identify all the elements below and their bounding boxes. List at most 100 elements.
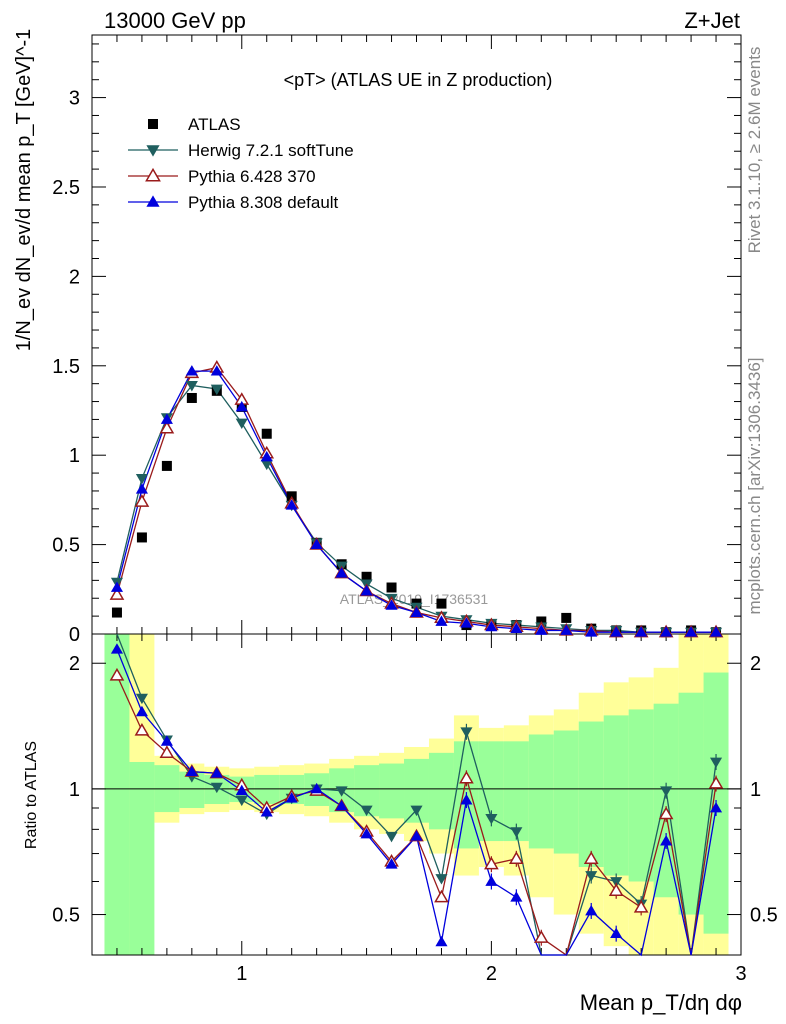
ratio-point [583,851,599,864]
x-tick-label: 1 [236,963,247,985]
data-point [535,624,548,635]
ratio-point [485,875,498,886]
y-tick-label: 1.5 [52,356,80,378]
ratio-point [709,757,723,769]
ratio-point [660,786,673,797]
ratio-point [658,806,674,820]
band-green [428,752,454,830]
legend-label: Herwig 7.2.1 softTune [188,141,354,160]
data-point [361,571,372,582]
data-point [685,626,698,637]
band-green [254,774,280,805]
ratio-point [235,784,248,796]
y-tick-label: 3 [69,88,80,110]
ratio-point [135,693,148,705]
data-point [210,384,223,396]
data-point [360,585,373,596]
ratio-point [285,792,298,803]
data-point [210,365,223,376]
ratio-uncertainty-bands [104,634,729,955]
x-tick-label: 3 [735,963,746,985]
band-green [628,709,654,882]
data-point [436,598,447,609]
ratio-point [310,782,323,794]
data-point [185,365,198,376]
ratio-point [435,935,448,947]
ratio-point [385,831,398,843]
band-green [603,715,629,876]
data-point [386,582,397,593]
data-point [310,538,323,549]
data-point [561,612,572,623]
ylabel-ratio: Ratio to ATLAS [23,741,40,849]
data-point [235,418,248,430]
ratio-point [435,874,448,885]
ratio-point [459,770,474,784]
ratio-point [508,851,524,864]
ratio-panel-axes: 1 2 3 0.5 0.5 1 1 2 2 [52,633,778,985]
ratio-point [135,705,148,717]
data-point [660,626,673,637]
data-point [585,626,598,637]
y-tick-label: 2.5 [52,177,80,199]
ratio-point [660,834,673,846]
data-point [610,626,623,637]
ratio-point [533,930,549,943]
data-point [260,450,273,462]
data-point [136,532,147,543]
ratio-point [709,801,723,813]
y-tick-label: 0.5 [52,535,80,557]
band-green [553,730,579,854]
band-green [379,763,405,819]
ratio-y-tick-label-right: 1 [750,779,761,801]
data-point [385,599,398,610]
main-panel-series [109,360,724,639]
ratio-panel-series [109,633,724,957]
xlabel: Mean p_T/dη dφ [580,990,742,1015]
data-point [186,392,197,403]
data-point [109,587,125,600]
ratio-point [510,827,523,838]
ratio-y-tick-label: 0.5 [52,905,80,927]
legend-marker [146,145,160,157]
data-point [161,460,172,471]
ratio-point [610,927,623,939]
ratio-point [210,767,223,778]
ratio-point [585,904,598,916]
x-tick-label: 2 [486,963,497,985]
ratio-y-tick-label-right: 0.5 [750,905,778,927]
data-point [159,420,175,434]
data-point [260,459,273,471]
ratio-point [434,889,449,903]
legend-label: Pythia 8.308 default [188,193,339,212]
data-point [134,494,150,507]
data-point [185,381,198,392]
data-point [111,607,122,618]
band-green [129,761,155,955]
ratio-point [708,775,724,789]
band-green [678,692,704,915]
mcplots-label: mcplots.cern.ch [arXiv:1306.3436] [745,357,764,614]
legend-label: ATLAS [188,115,241,134]
data-point [460,617,473,628]
ratio-point [185,765,198,777]
ratio-point [633,899,649,913]
ratio-point [134,722,150,736]
legend-marker [145,167,161,182]
ylabel-main: 1/N_ev dN_ev/d mean p_T [GeV]^-1 [13,29,35,352]
ratio-point [608,883,624,896]
ratio-point [360,805,373,817]
band-green [653,703,679,898]
ratio-point [109,667,125,681]
ratio-point [585,871,598,882]
ratio-point [510,891,523,902]
data-point [560,624,573,635]
ratio-point [485,813,498,825]
ratio-point [160,735,173,746]
ratio-point [235,795,248,807]
ratio-point [210,782,223,794]
legend: ATLAS Herwig 7.2.1 softTune Pythia 6.428 3… [128,115,354,212]
data-point [510,622,523,634]
data-point [635,626,648,637]
